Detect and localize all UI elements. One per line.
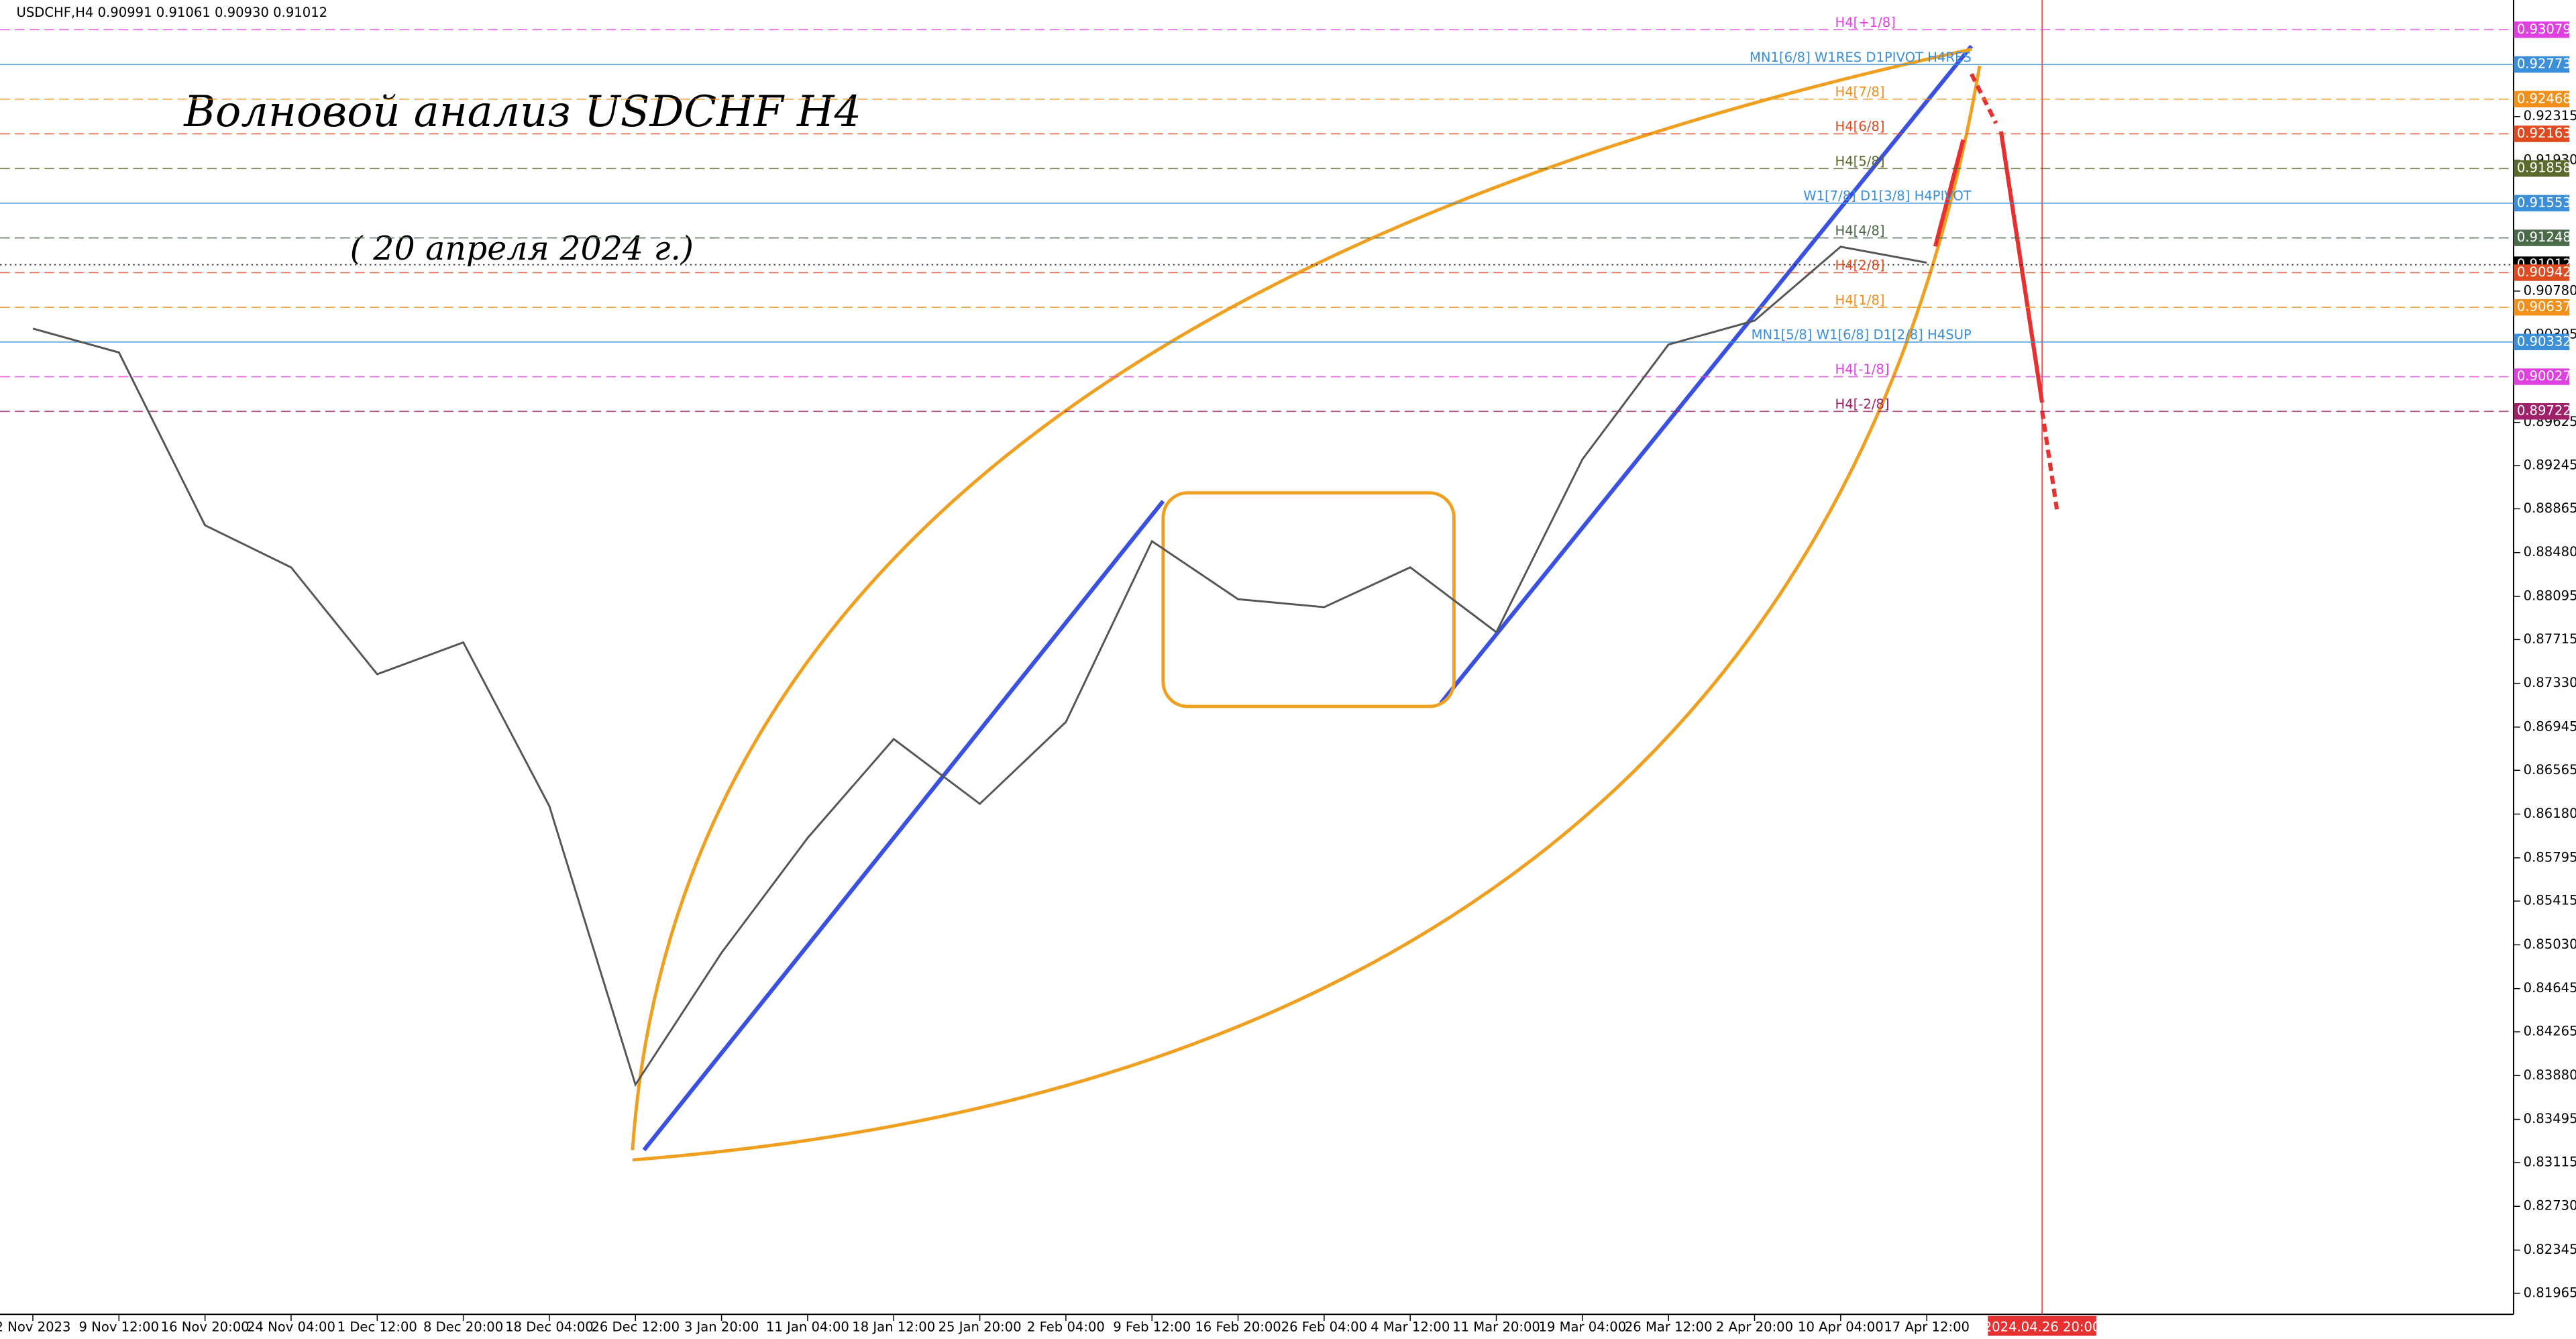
level-label: H4[6/8]	[1835, 119, 1885, 134]
x-tick-label: 11 Jan 04:00	[766, 1319, 849, 1334]
y-tick-label: 0.86180	[2524, 806, 2576, 821]
cursor-label: 2024.04.26 20:00	[1984, 1319, 2101, 1334]
x-tick-label: 18 Jan 12:00	[852, 1319, 935, 1334]
level-label: H4[4/8]	[1835, 223, 1885, 238]
y-tick-label: 0.87715	[2524, 631, 2576, 647]
level-label: H4[-1/8]	[1835, 362, 1890, 377]
y-tick-label: 0.86565	[2524, 762, 2576, 778]
title: Волновой анализ USDCHF H4	[183, 87, 861, 137]
x-tick-label: 4 Mar 12:00	[1371, 1319, 1450, 1334]
price-label: 0.90942	[2517, 264, 2571, 280]
price-label-bg	[2513, 125, 2570, 142]
y-tick-label: 0.85415	[2524, 893, 2576, 908]
y-tick-label: 0.92315	[2524, 108, 2576, 123]
x-tick-label: 16 Feb 20:00	[1195, 1319, 1281, 1334]
price-label-bg	[2513, 333, 2570, 351]
x-tick-label: 2 Nov 2023	[0, 1319, 70, 1334]
x-tick-label: 2 Apr 20:00	[1716, 1319, 1793, 1334]
price-label: 0.90332	[2517, 333, 2571, 349]
price-label: 0.91553	[2517, 195, 2571, 210]
y-tick-label: 0.82730	[2524, 1198, 2576, 1214]
price-label: 0.92163	[2517, 125, 2571, 141]
y-tick-label: 0.85030	[2524, 936, 2576, 952]
price-label: 0.92773	[2517, 56, 2571, 72]
x-tick-label: 9 Feb 12:00	[1113, 1319, 1191, 1334]
y-tick-label: 0.86945	[2524, 718, 2576, 734]
price-label: 0.92468	[2517, 91, 2571, 106]
price-label-bg	[2513, 403, 2570, 420]
price-label: 0.89722	[2517, 403, 2571, 419]
y-tick-label: 0.84265	[2524, 1024, 2576, 1039]
x-tick-label: 2 Feb 04:00	[1027, 1319, 1105, 1334]
y-tick-label: 0.84645	[2524, 980, 2576, 996]
price-label-bg	[2513, 56, 2570, 73]
y-tick-label: 0.87330	[2524, 675, 2576, 690]
x-tick-label: 10 Apr 04:00	[1798, 1319, 1884, 1334]
price-label: 0.91248	[2517, 229, 2571, 245]
level-label: H4[2/8]	[1835, 258, 1885, 273]
x-tick-label: 11 Mar 20:00	[1452, 1319, 1540, 1334]
y-tick-label: 0.89245	[2524, 458, 2576, 473]
level-label: H4[7/8]	[1835, 85, 1885, 100]
x-tick-label: 25 Jan 20:00	[938, 1319, 1022, 1334]
x-tick-label: 19 Mar 04:00	[1538, 1319, 1626, 1334]
price-line	[32, 246, 1927, 1087]
price-label: 0.91858	[2517, 160, 2571, 176]
y-tick-label: 0.83115	[2524, 1154, 2576, 1169]
price-label-bg	[2513, 368, 2570, 385]
price-label-bg	[2513, 299, 2570, 316]
arc	[632, 65, 1982, 1162]
level-label: H4[-2/8]	[1835, 396, 1890, 412]
level-label: H4[5/8]	[1835, 154, 1885, 169]
y-tick-label: 0.81965	[2524, 1285, 2576, 1300]
y-tick-label: 0.82345	[2524, 1242, 2576, 1257]
x-tick-label: 17 Apr 12:00	[1884, 1319, 1970, 1334]
price-label-bg	[2513, 264, 2570, 281]
drawings	[631, 0, 2059, 1315]
level-label: H4[1/8]	[1835, 292, 1885, 308]
x-tick-label: 18 Dec 04:00	[505, 1319, 594, 1334]
x-tick-label: 26 Dec 12:00	[591, 1319, 680, 1334]
y-tick-label: 0.83880	[2524, 1067, 2576, 1083]
header: USDCHF,H4 0.90991 0.91061 0.90930 0.9101…	[16, 5, 327, 20]
level-label: MN1[5/8] W1[6/8] D1[2/8] H4SUP	[1752, 327, 1972, 343]
y-tick-label: 0.88480	[2524, 544, 2576, 559]
x-tick-label: 8 Dec 20:00	[423, 1319, 503, 1334]
y-tick-label: 0.83495	[2524, 1111, 2576, 1126]
level-label: H4[+1/8]	[1835, 15, 1896, 30]
y-tick-label: 0.90780	[2524, 282, 2576, 298]
level-label: W1[7/8] D1[3/8] H4PIVOT	[1803, 189, 1972, 204]
x-tick-label: 9 Nov 12:00	[79, 1319, 160, 1334]
trend-line	[642, 500, 1165, 1152]
trend-line	[1439, 44, 1974, 705]
x-tick-label: 24 Nov 04:00	[247, 1319, 335, 1334]
x-tick-label: 3 Jan 20:00	[684, 1319, 759, 1334]
subtitle: ( 20 апреля 2024 г.)	[350, 229, 694, 268]
price-label: 0.90637	[2517, 299, 2571, 315]
price-label-bg	[2513, 229, 2570, 246]
cursor-label-bg	[1988, 1316, 2096, 1336]
price-label-bg	[2513, 21, 2570, 38]
price-label-bg	[2513, 91, 2570, 108]
x-tick-label: 26 Feb 04:00	[1281, 1319, 1367, 1334]
x-tick-label: 26 Mar 12:00	[1625, 1319, 1713, 1334]
price-label-bg	[2513, 160, 2570, 177]
arrow	[1998, 131, 2045, 403]
price-label: 0.93079	[2517, 21, 2571, 37]
y-tick-label: 0.88095	[2524, 588, 2576, 603]
level-label: MN1[6/8] W1RES D1PIVOT H4RES	[1750, 50, 1972, 65]
price-label: 0.90027	[2517, 368, 2571, 384]
arrow	[2040, 410, 2059, 510]
y-tick-label: 0.88865	[2524, 500, 2576, 516]
arrow	[1933, 139, 1966, 248]
arc	[631, 48, 1972, 1150]
x-tick-label: 16 Nov 20:00	[161, 1319, 250, 1334]
x-tick-label: 1 Dec 12:00	[337, 1319, 417, 1334]
price-label-bg	[2513, 195, 2570, 212]
y-tick-label: 0.85795	[2524, 849, 2576, 865]
